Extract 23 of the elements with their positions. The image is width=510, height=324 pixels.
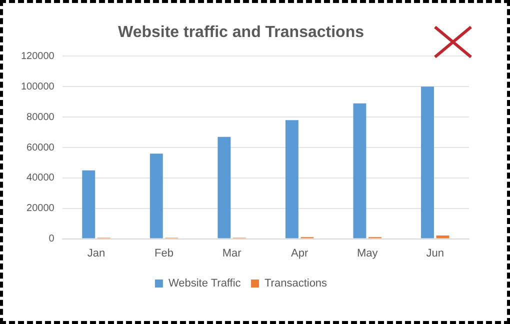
x-tick-label: Feb xyxy=(154,247,174,260)
bar xyxy=(421,86,434,238)
y-tick-label: 40000 xyxy=(26,172,55,184)
x-tick-label: Jun xyxy=(426,247,444,260)
y-tick-label: 120000 xyxy=(20,50,55,62)
y-tick-label: 0 xyxy=(48,234,55,245)
y-tick-label: 60000 xyxy=(26,142,55,154)
chart-title: Website traffic and Transactions xyxy=(118,24,364,42)
bar xyxy=(285,120,298,238)
bar xyxy=(218,136,231,238)
y-tick-label: 20000 xyxy=(26,203,55,214)
x-tick-label: Apr xyxy=(291,247,308,260)
legend-label: Transactions xyxy=(264,278,328,290)
x-tick-label: May xyxy=(356,247,378,260)
bar xyxy=(150,154,163,238)
bar xyxy=(436,235,450,238)
x-tick-label: Mar xyxy=(222,247,242,260)
x-tick-label: Jan xyxy=(87,247,106,260)
bar xyxy=(353,103,366,238)
legend-label: Website Traffic xyxy=(168,278,242,290)
y-tick-label: 100000 xyxy=(20,81,55,92)
bar xyxy=(82,170,96,238)
y-tick-label: 80000 xyxy=(26,112,55,123)
